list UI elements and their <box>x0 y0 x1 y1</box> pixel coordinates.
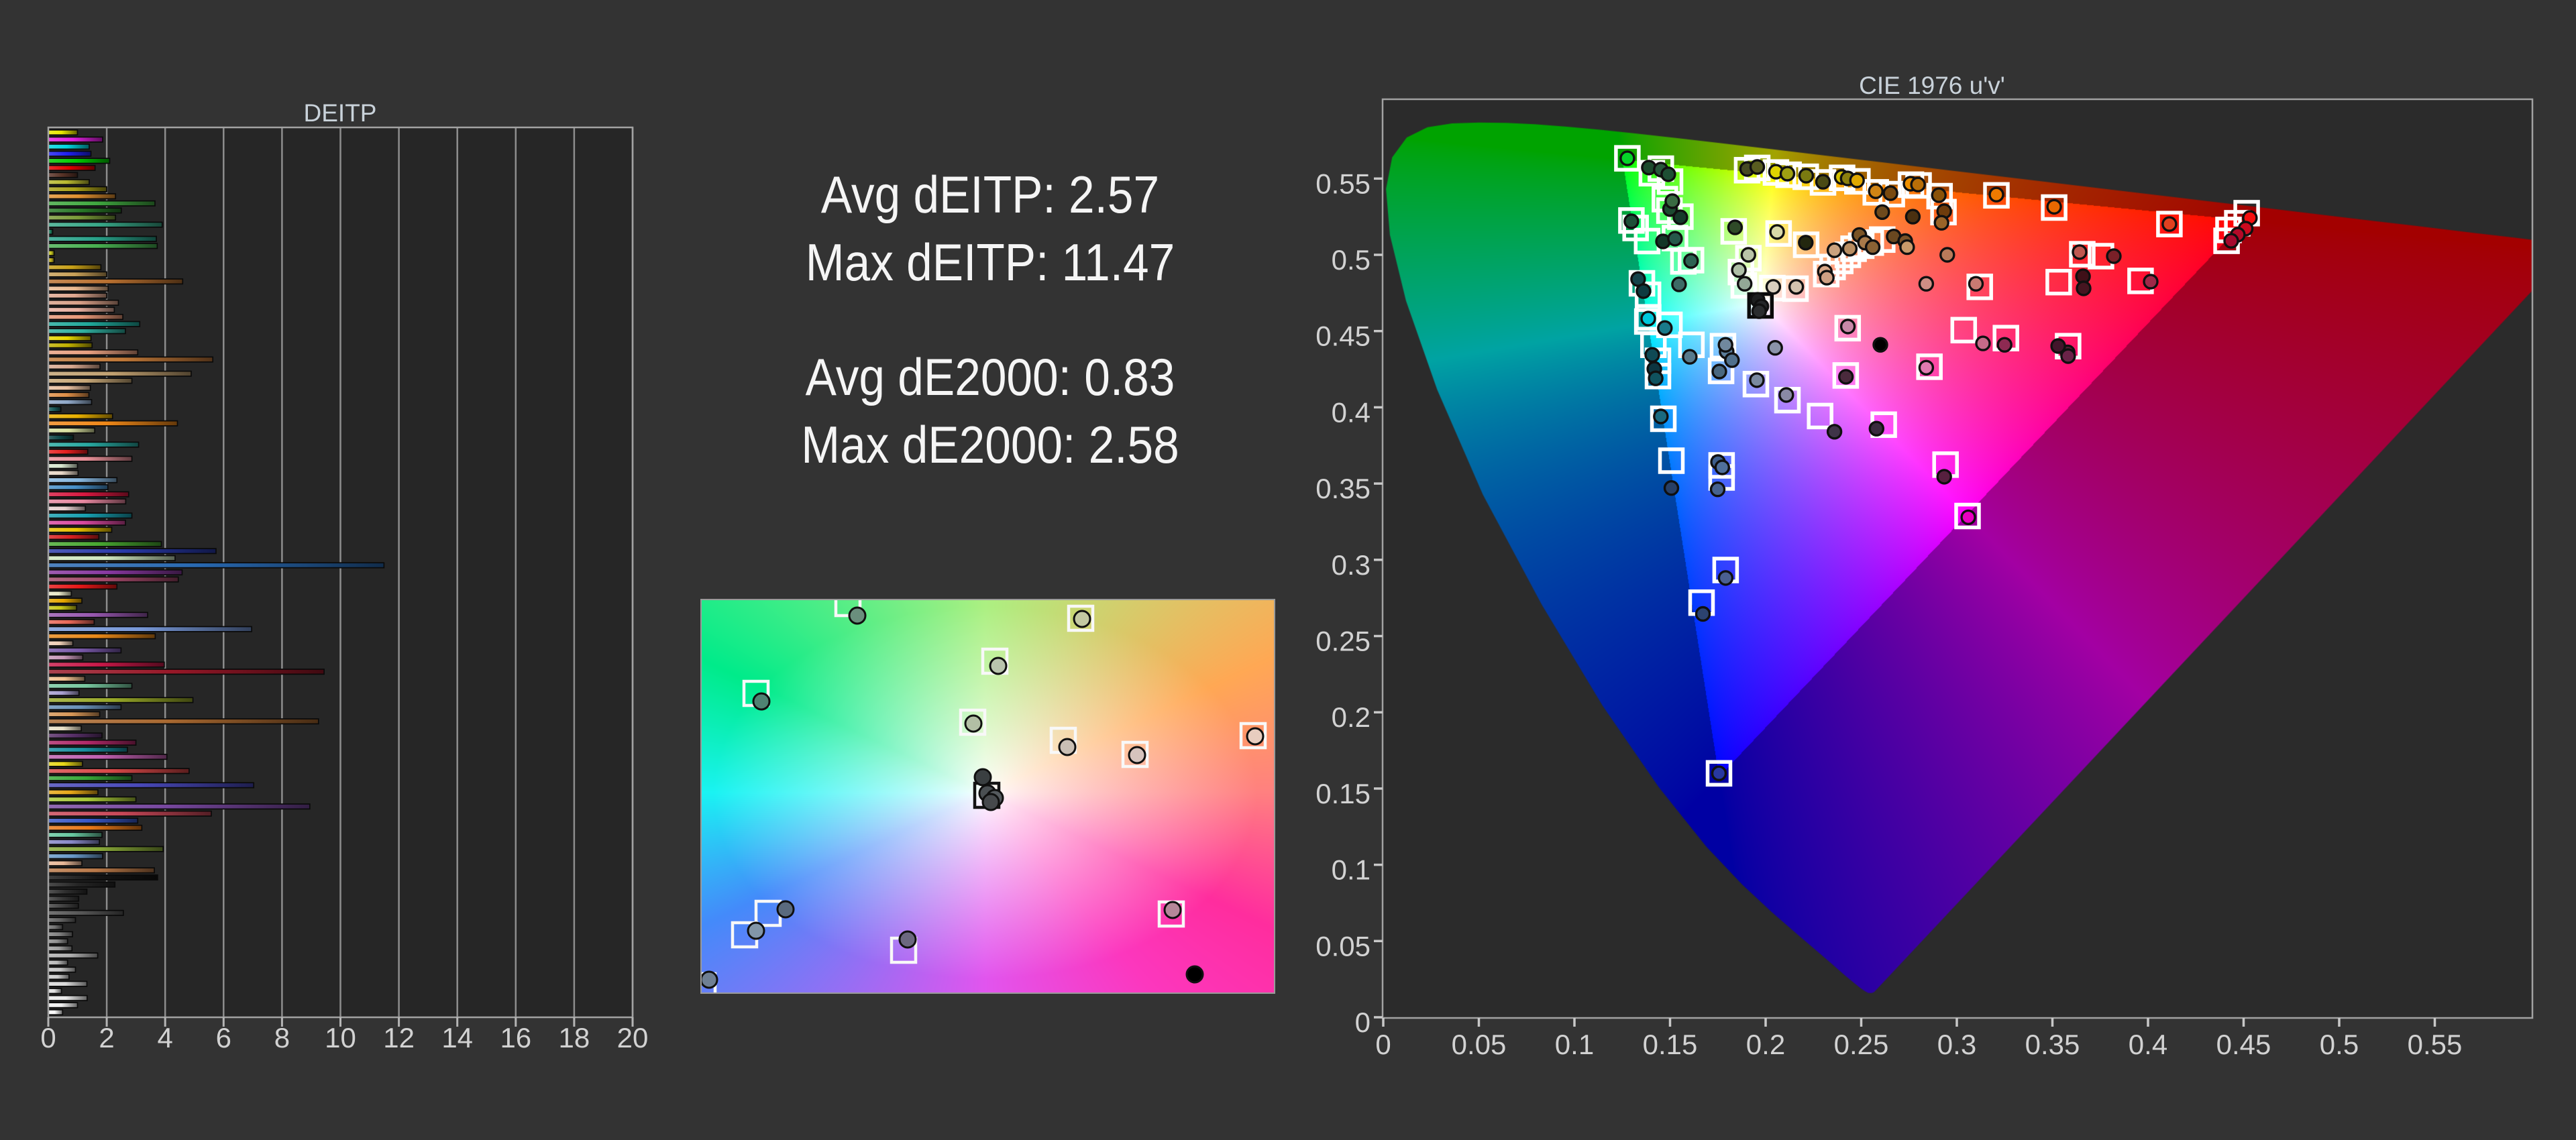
svg-text:18: 18 <box>559 1022 590 1053</box>
svg-text:6: 6 <box>216 1022 231 1053</box>
svg-text:0.55: 0.55 <box>1316 168 1371 199</box>
svg-text:16: 16 <box>500 1022 531 1053</box>
svg-text:0.25: 0.25 <box>1316 626 1371 657</box>
svg-text:0.45: 0.45 <box>1316 321 1371 352</box>
svg-text:0.4: 0.4 <box>2129 1029 2167 1060</box>
svg-text:0.05: 0.05 <box>1452 1029 1507 1060</box>
svg-text:0.15: 0.15 <box>1643 1029 1698 1060</box>
svg-text:0.35: 0.35 <box>1316 473 1371 504</box>
svg-text:DEITP: DEITP <box>304 99 377 127</box>
svg-text:12: 12 <box>383 1022 415 1053</box>
svg-text:0.4: 0.4 <box>1332 396 1371 428</box>
svg-text:0: 0 <box>40 1022 56 1053</box>
svg-text:0: 0 <box>1355 1007 1371 1038</box>
svg-text:0.2: 0.2 <box>1746 1029 1785 1060</box>
svg-text:0.1: 0.1 <box>1555 1029 1594 1060</box>
svg-text:0.45: 0.45 <box>2216 1029 2271 1060</box>
svg-text:2: 2 <box>99 1022 114 1053</box>
svg-text:0.25: 0.25 <box>1834 1029 1889 1060</box>
svg-text:0: 0 <box>1375 1029 1391 1060</box>
svg-text:20: 20 <box>617 1022 649 1053</box>
svg-text:8: 8 <box>274 1022 290 1053</box>
svg-text:0.15: 0.15 <box>1316 778 1371 809</box>
svg-text:0.55: 0.55 <box>2408 1029 2463 1060</box>
svg-text:14: 14 <box>441 1022 473 1053</box>
svg-text:0.1: 0.1 <box>1332 854 1371 886</box>
svg-text:0.2: 0.2 <box>1332 701 1371 733</box>
svg-text:0.3: 0.3 <box>1332 549 1371 581</box>
svg-text:4: 4 <box>158 1022 173 1053</box>
svg-text:CIE 1976 u'v': CIE 1976 u'v' <box>1859 72 2005 99</box>
svg-text:0.5: 0.5 <box>1332 244 1371 276</box>
svg-text:0.5: 0.5 <box>2320 1029 2359 1060</box>
svg-text:10: 10 <box>325 1022 356 1053</box>
svg-text:0.05: 0.05 <box>1316 930 1371 962</box>
svg-text:0.35: 0.35 <box>2025 1029 2080 1060</box>
svg-text:0.3: 0.3 <box>1937 1029 1976 1060</box>
